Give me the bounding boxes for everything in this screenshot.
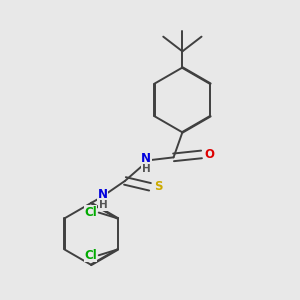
Text: H: H (98, 200, 107, 210)
Text: N: N (98, 188, 108, 201)
Text: S: S (154, 180, 163, 193)
Text: Cl: Cl (84, 249, 97, 262)
Text: Cl: Cl (84, 206, 97, 219)
Text: H: H (142, 164, 151, 174)
Text: N: N (141, 152, 151, 165)
Text: O: O (204, 148, 214, 161)
